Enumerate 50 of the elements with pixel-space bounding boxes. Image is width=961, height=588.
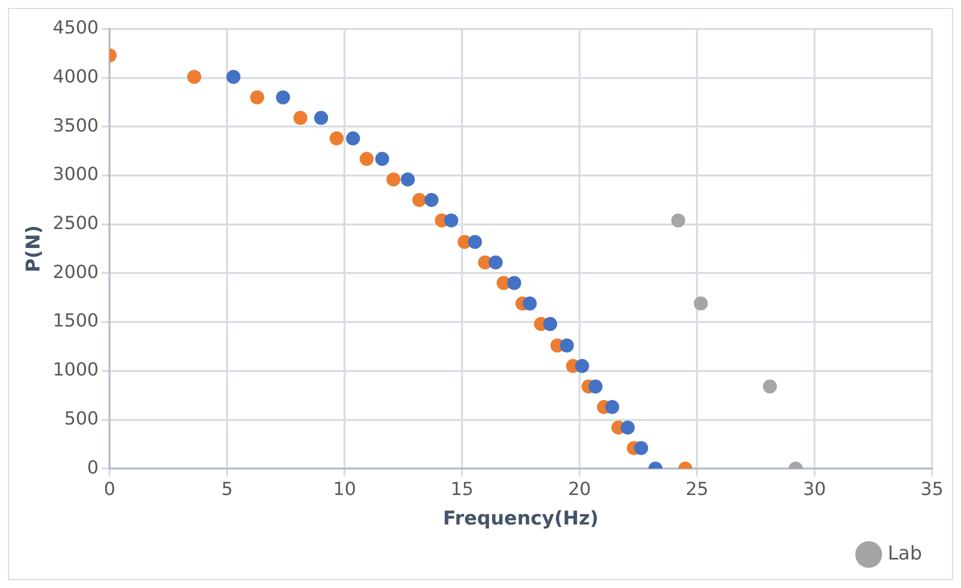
x-tick-label: 25 [686, 479, 708, 500]
x-axis-title: Frequency(Hz) [443, 508, 599, 530]
point [671, 213, 686, 228]
point [412, 192, 426, 207]
point [694, 296, 708, 311]
point [226, 70, 240, 84]
point [187, 70, 202, 84]
x-tick-label: 30 [803, 479, 826, 500]
y-tick-label: 2500 [52, 213, 99, 234]
point [575, 359, 590, 374]
x-tick-label: 5 [221, 479, 233, 500]
y-tick-label: 1500 [52, 310, 99, 332]
point [314, 110, 328, 125]
point [762, 380, 777, 394]
point [386, 172, 400, 186]
y-tick-label: 4500 [52, 18, 99, 39]
x-tick-label: 35 [920, 479, 944, 500]
y-tick-label: 2000 [52, 262, 99, 283]
point [375, 152, 390, 166]
point [293, 110, 308, 125]
point [400, 172, 415, 186]
x-tick-label: 15 [450, 479, 474, 500]
point [522, 296, 537, 311]
point [360, 152, 374, 166]
y-axis-title: P(N) [22, 225, 44, 272]
point [250, 90, 264, 104]
y-tick-label: 500 [64, 408, 99, 430]
point [330, 131, 344, 146]
legend-label: Lab [888, 542, 922, 564]
point [634, 441, 648, 456]
y-tick-label: 3500 [52, 115, 99, 136]
y-tick-label: 4000 [52, 66, 99, 88]
point [605, 400, 620, 414]
x-tick-label: 0 [104, 479, 116, 500]
point [276, 90, 290, 104]
point [468, 234, 482, 249]
point [588, 380, 603, 394]
point [424, 192, 439, 207]
point [346, 131, 360, 146]
point [488, 255, 503, 270]
point [507, 276, 522, 290]
point [560, 338, 574, 353]
point [444, 213, 458, 228]
point [543, 317, 558, 332]
y-tick-label: 0 [87, 457, 99, 478]
x-tick-label: 20 [568, 479, 591, 500]
y-tick-label: 1000 [52, 360, 99, 381]
x-tick-label: 10 [333, 479, 356, 500]
point [620, 420, 635, 435]
y-tick-label: 3000 [52, 164, 99, 186]
